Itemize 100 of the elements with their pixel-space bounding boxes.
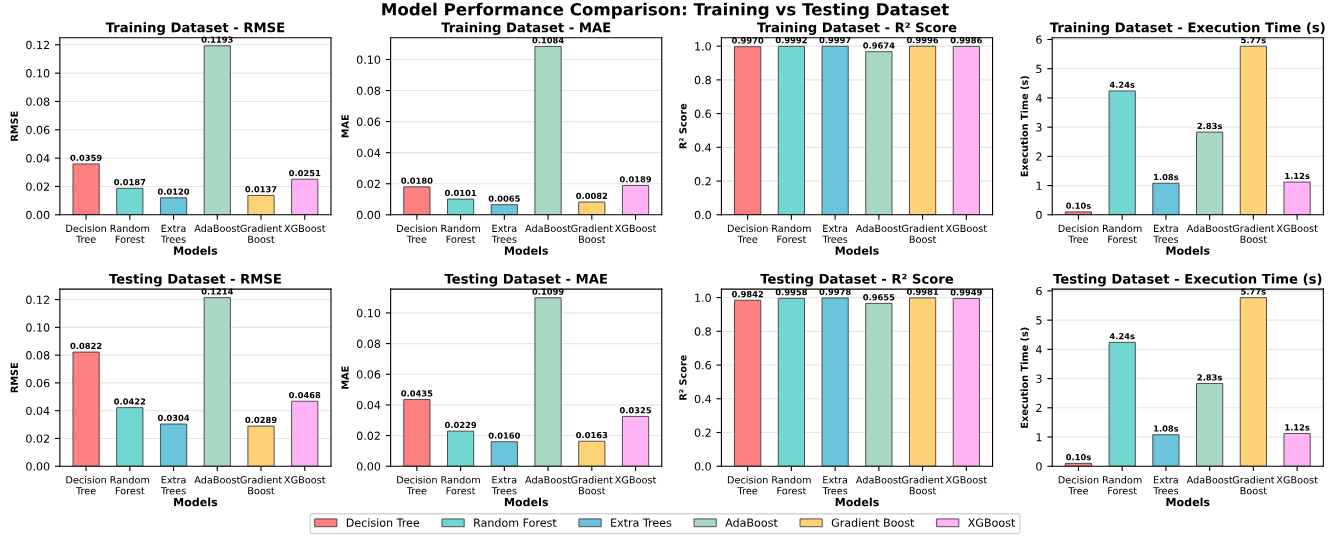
y-tick-label: 0 (1036, 210, 1042, 220)
y-tick-label: 0.00 (26, 210, 50, 220)
y-tick-label: 2 (1036, 403, 1042, 413)
y-axis-title: Execution Time (s) (1020, 327, 1030, 428)
y-tick-label: 0.4 (694, 143, 712, 152)
y-tick-label: 0.6 (694, 361, 711, 370)
data-label: 0.1193 (201, 36, 233, 43)
x-tick-label: Decision Tree (1058, 224, 1099, 243)
x-tick-label: Random Forest (1103, 475, 1142, 495)
x-tick-label: Extra Trees (491, 476, 517, 495)
x-tick-label: AdaBoost (855, 475, 902, 484)
data-label: 0.9674 (863, 42, 895, 49)
data-label: 0.0189 (619, 176, 652, 183)
y-tick-label: 0.4 (694, 394, 712, 404)
x-tick-label: Extra Trees (822, 476, 848, 495)
data-label: 1.08s (1154, 173, 1179, 181)
x-tick-label: Gradient Boost (1232, 224, 1275, 243)
y-axis-title: Execution Time (s) (1020, 76, 1030, 177)
y-tick-label: 0.02 (356, 431, 380, 440)
y-tick-label: 0.12 (26, 40, 50, 50)
chart-title: Testing Dataset - RMSE (109, 273, 281, 287)
x-tick-label: Decision Tree (397, 475, 437, 495)
x-tick-label: Extra Trees (160, 476, 186, 495)
x-tick-label: Random Forest (772, 475, 811, 495)
x-tick-label: Decision Tree (397, 224, 437, 243)
data-label: 0.0325 (619, 407, 652, 414)
x-tick-label: XGBoost (615, 476, 657, 484)
y-tick-label: 0.04 (356, 400, 381, 410)
x-tick-label: XGBoost (945, 224, 987, 233)
y-tick-label: 0.08 (356, 86, 381, 95)
x-axis-title: Models (835, 497, 879, 507)
x-tick-label: Random Forest (772, 224, 811, 243)
data-label: 0.1214 (201, 288, 233, 295)
y-tick-label: 1 (1036, 433, 1042, 442)
x-axis-title: Models (174, 497, 218, 507)
y-tick-label: 0.10 (356, 55, 381, 64)
x-tick-label: XGBoost (284, 224, 326, 233)
y-tick-label: 0.12 (26, 295, 50, 304)
x-tick-label: Decision Tree (66, 224, 106, 243)
y-tick-label: 0.08 (26, 97, 50, 106)
x-axis-title: Models (1166, 246, 1210, 255)
data-label: 0.1084 (532, 37, 564, 44)
x-tick-label: Gradient Boost (901, 475, 944, 495)
data-label: 0.9958 (775, 289, 807, 296)
x-axis-title: Models (835, 246, 879, 255)
data-label: 0.9970 (731, 37, 764, 44)
y-tick-label: 0.8 (694, 75, 711, 85)
y-tick-label: 0.6 (694, 109, 711, 118)
x-tick-label: AdaBoost (525, 224, 571, 233)
chart-title: Training Dataset - RMSE (105, 22, 285, 36)
y-tick-label: 0.02 (356, 179, 380, 189)
data-label: 1.08s (1154, 425, 1179, 432)
y-tick-label: 0.10 (356, 308, 381, 318)
data-label: 0.0289 (245, 416, 277, 424)
data-label: 0.0187 (114, 179, 146, 186)
data-label: 4.24s (1109, 333, 1135, 340)
x-tick-label: XGBoost (284, 476, 326, 484)
x-tick-label: Extra Trees (1153, 224, 1179, 243)
data-label: 0.9949 (950, 289, 982, 296)
data-label: 5.77s (1241, 37, 1266, 44)
y-tick-label: 0.8 (694, 327, 711, 336)
data-label: 0.9655 (863, 294, 895, 301)
x-tick-label: AdaBoost (855, 224, 902, 233)
y-tick-label: 0.00 (26, 462, 50, 471)
y-tick-label: 0.08 (356, 339, 381, 348)
data-label: 0.9978 (819, 288, 851, 295)
y-tick-label: 0.06 (356, 370, 381, 379)
text: Model Performance Comparison: Training vs Testing Dataset (382, 2, 949, 19)
y-tick-label: 4 (1035, 345, 1042, 354)
legend-label: Decision Tree (346, 518, 420, 527)
legend-label: AdaBoost (725, 518, 778, 527)
x-tick-label: AdaBoost (1186, 475, 1233, 484)
data-label: 0.0359 (70, 154, 102, 161)
y-tick-label: 5 (1036, 316, 1042, 325)
y-tick-label: 0.00 (356, 462, 381, 471)
chart-title: Testing Dataset - R² Score (760, 273, 954, 287)
x-tick-label: Extra Trees (822, 224, 848, 243)
x-axis-title: Models (174, 246, 218, 255)
y-tick-label: 0.06 (26, 378, 50, 388)
x-tick-label: Gradient Boost (901, 224, 944, 243)
data-label: 1.12s (1285, 172, 1310, 180)
y-tick-label: 1.0 (695, 293, 711, 302)
x-tick-label: Gradient Boost (571, 224, 613, 243)
data-label: 0.0822 (70, 342, 102, 350)
x-tick-label: Decision Tree (727, 475, 768, 495)
data-label: 0.9992 (775, 36, 807, 44)
x-tick-label: Random Forest (441, 475, 480, 495)
y-tick-label: 1 (1036, 181, 1042, 190)
y-tick-label: 0.0 (694, 462, 711, 471)
x-axis-title: Models (504, 246, 548, 255)
data-label: 0.0137 (245, 186, 277, 193)
x-tick-label: Extra Trees (1153, 476, 1179, 495)
chart-title: Training Dataset - R² Score (757, 22, 957, 36)
x-tick-label: AdaBoost (525, 475, 571, 484)
data-label: 0.0065 (488, 195, 520, 202)
data-label: 0.9997 (819, 36, 851, 44)
y-tick-label: 0.02 (26, 434, 50, 443)
y-tick-label: 0.02 (26, 182, 50, 191)
x-tick-label: AdaBoost (1186, 224, 1233, 233)
data-label: 4.24s (1109, 81, 1135, 88)
